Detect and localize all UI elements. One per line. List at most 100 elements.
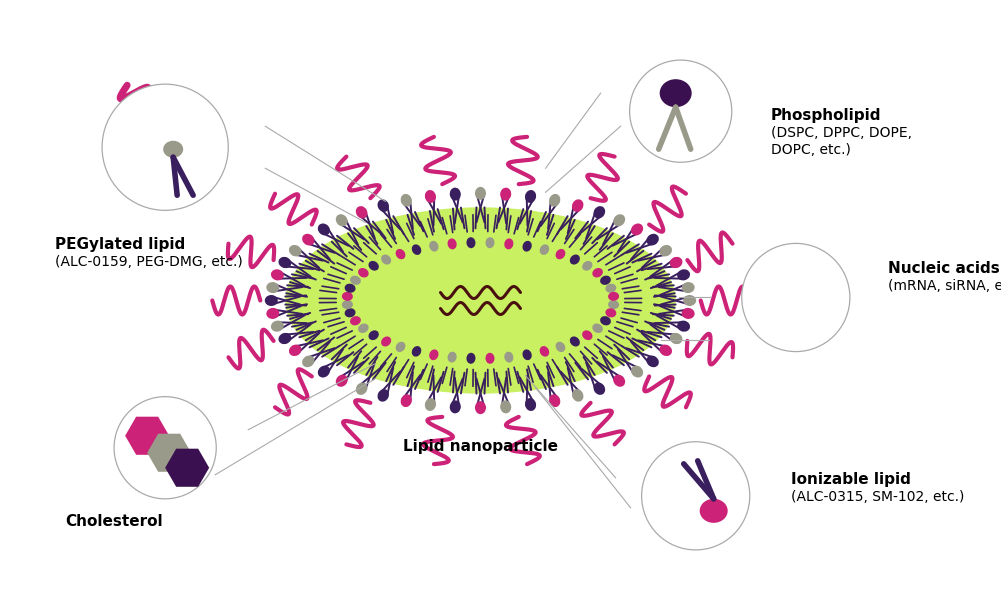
Ellipse shape (350, 316, 360, 325)
Ellipse shape (265, 295, 278, 306)
Ellipse shape (549, 194, 561, 207)
Ellipse shape (505, 352, 514, 362)
Ellipse shape (682, 308, 695, 319)
Ellipse shape (556, 342, 566, 352)
Ellipse shape (647, 234, 659, 245)
Circle shape (742, 243, 850, 352)
Ellipse shape (381, 337, 391, 347)
Text: (DSPC, DPPC, DOPE,: (DSPC, DPPC, DOPE, (771, 126, 912, 140)
Ellipse shape (608, 300, 619, 309)
Ellipse shape (466, 237, 475, 248)
Ellipse shape (594, 382, 606, 395)
Ellipse shape (358, 268, 368, 278)
Ellipse shape (485, 237, 494, 248)
Ellipse shape (572, 389, 584, 401)
Ellipse shape (163, 141, 183, 157)
Circle shape (114, 397, 216, 499)
Circle shape (102, 84, 228, 210)
Ellipse shape (400, 394, 412, 407)
Circle shape (630, 60, 732, 162)
Ellipse shape (302, 356, 314, 367)
Ellipse shape (475, 187, 485, 200)
Text: (ALC-0315, SM-102, etc.): (ALC-0315, SM-102, etc.) (791, 490, 964, 504)
Ellipse shape (302, 234, 314, 245)
Ellipse shape (601, 316, 611, 325)
Ellipse shape (525, 398, 537, 411)
Ellipse shape (342, 300, 353, 309)
Ellipse shape (395, 342, 405, 352)
Ellipse shape (583, 331, 593, 340)
Ellipse shape (344, 284, 355, 293)
Ellipse shape (358, 323, 368, 333)
Polygon shape (125, 416, 169, 455)
Ellipse shape (540, 245, 550, 255)
Ellipse shape (429, 349, 438, 360)
Ellipse shape (660, 245, 672, 257)
Ellipse shape (570, 254, 580, 264)
Ellipse shape (660, 79, 692, 107)
Ellipse shape (614, 214, 626, 227)
Ellipse shape (500, 400, 512, 413)
Text: DOPC, etc.): DOPC, etc.) (771, 143, 851, 157)
Ellipse shape (601, 276, 611, 285)
Ellipse shape (400, 194, 412, 207)
Text: (mRNA, siRNA, etc.): (mRNA, siRNA, etc.) (888, 279, 1001, 293)
Ellipse shape (411, 346, 421, 356)
Ellipse shape (278, 257, 291, 268)
Ellipse shape (466, 353, 475, 364)
Text: PEGylated lipid: PEGylated lipid (55, 237, 185, 252)
Ellipse shape (368, 261, 378, 270)
Ellipse shape (449, 400, 460, 413)
Ellipse shape (266, 282, 279, 293)
Ellipse shape (368, 331, 378, 340)
Ellipse shape (500, 188, 512, 201)
Ellipse shape (606, 284, 617, 293)
Ellipse shape (271, 269, 284, 281)
Ellipse shape (381, 254, 391, 264)
Ellipse shape (682, 282, 695, 293)
Ellipse shape (424, 190, 436, 203)
Polygon shape (147, 434, 191, 472)
Ellipse shape (700, 499, 728, 523)
Ellipse shape (614, 374, 626, 387)
Ellipse shape (647, 356, 659, 367)
Ellipse shape (342, 292, 353, 301)
Ellipse shape (317, 365, 330, 377)
Ellipse shape (670, 257, 683, 268)
Ellipse shape (594, 206, 606, 219)
Ellipse shape (424, 398, 436, 411)
Ellipse shape (608, 292, 619, 301)
Ellipse shape (485, 353, 494, 364)
Ellipse shape (631, 224, 644, 236)
Ellipse shape (549, 394, 561, 407)
Ellipse shape (335, 214, 347, 227)
Ellipse shape (660, 344, 672, 356)
Ellipse shape (429, 241, 438, 252)
Ellipse shape (289, 344, 301, 356)
Ellipse shape (447, 352, 456, 362)
Ellipse shape (525, 190, 537, 203)
Ellipse shape (593, 323, 603, 333)
Ellipse shape (317, 224, 330, 236)
Text: Phospholipid: Phospholipid (771, 108, 881, 123)
Text: (ALC-0159, PEG-DMG, etc.): (ALC-0159, PEG-DMG, etc.) (55, 255, 243, 269)
Polygon shape (165, 449, 209, 487)
Circle shape (642, 442, 750, 550)
Ellipse shape (344, 308, 355, 317)
Ellipse shape (683, 295, 696, 306)
Ellipse shape (606, 308, 617, 317)
Ellipse shape (449, 188, 460, 201)
Ellipse shape (556, 249, 566, 259)
Ellipse shape (377, 389, 389, 401)
Ellipse shape (583, 261, 593, 270)
Ellipse shape (570, 337, 580, 347)
Ellipse shape (377, 200, 389, 212)
Text: Lipid nanoparticle: Lipid nanoparticle (403, 439, 558, 454)
Ellipse shape (677, 269, 690, 281)
Ellipse shape (271, 320, 284, 332)
Ellipse shape (523, 241, 532, 252)
Text: Cholesterol: Cholesterol (65, 514, 163, 529)
Ellipse shape (523, 349, 532, 360)
Ellipse shape (355, 382, 367, 395)
Ellipse shape (266, 308, 279, 319)
